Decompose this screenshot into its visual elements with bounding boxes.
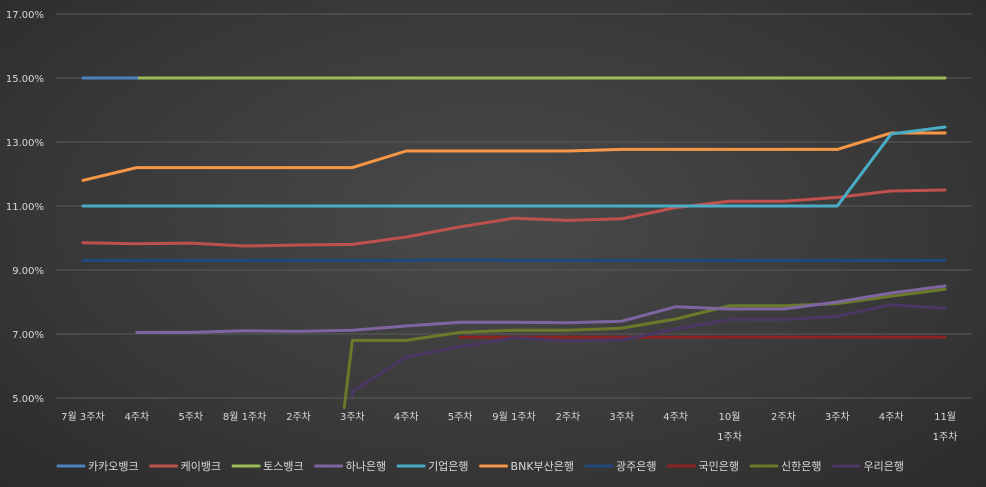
x-tick-label: 2주차 [286, 411, 311, 423]
series-line-segment [342, 338, 354, 410]
series-line [81, 131, 947, 182]
x-tick-label: 3주차 [340, 411, 365, 423]
y-tick-label: 17.00% [6, 10, 44, 21]
legend-item: 케이뱅크 [149, 460, 221, 473]
series-line [350, 303, 947, 394]
x-tick-label: 4주차 [663, 411, 688, 423]
series-line [81, 188, 947, 248]
series-line [81, 258, 947, 262]
x-tick-label: 7월 3주차 [61, 411, 105, 423]
legend-label: 케이뱅크 [181, 460, 221, 473]
legend-item: 카카오뱅크 [56, 460, 139, 473]
legend-item: 신한은행 [749, 460, 821, 473]
legend-label: 신한은행 [781, 460, 821, 473]
x-tick-label: 4주차 [394, 411, 419, 423]
x-tick-label: 4주차 [879, 411, 904, 423]
y-axis: 5.00% 7.00% 9.00% 11.00% 13.00% 15.00% 17.00% [6, 10, 44, 405]
x-axis: 7월 3주차 4주차 5주차 8월 1주차 2주차 3주차 4주차 5주차 9월 1주차 2주차 3… [61, 411, 957, 443]
x-tick-label: 2주차 [555, 411, 580, 423]
y-tick-label: 11.00% [6, 202, 44, 213]
legend-label: 토스뱅크 [263, 460, 303, 473]
y-tick-label: 7.00% [12, 330, 44, 341]
legend-item: BNK부산은행 [479, 460, 574, 473]
x-tick-label: 3주차 [825, 411, 850, 423]
legend-item: 토스뱅크 [231, 460, 304, 473]
x-tick-label: 5주차 [448, 411, 473, 423]
legend-item: 광주은행 [584, 460, 657, 473]
series-line [350, 287, 947, 342]
x-tick-label: 11월 1주차 [933, 411, 958, 443]
legend-item: 국민은행 [667, 460, 739, 473]
legend-item: 우리은행 [831, 460, 904, 473]
y-tick-label: 5.00% [12, 394, 44, 405]
y-tick-label: 9.00% [12, 266, 44, 277]
legend-item: 기업은행 [396, 460, 469, 473]
legend-label: 기업은행 [428, 460, 468, 473]
legend-label: 하나은행 [346, 459, 386, 473]
series-lines [81, 76, 947, 410]
y-tick-label: 13.00% [6, 138, 44, 149]
legend-label: 우리은행 [863, 460, 903, 473]
x-tick-label: 8월 1주차 [223, 411, 267, 423]
x-tick-label: 10월 1주차 [717, 411, 742, 443]
legend-label: 광주은행 [616, 460, 656, 473]
x-tick-label: 3주차 [609, 411, 634, 423]
legend-item: 하나은행 [314, 459, 386, 473]
x-tick-label: 4주차 [124, 411, 149, 423]
series-line [81, 125, 947, 208]
y-tick-label: 15.00% [6, 74, 44, 85]
x-tick-label: 5주차 [178, 411, 203, 423]
x-tick-label: 9월 1주차 [492, 411, 536, 423]
legend-label: 국민은행 [699, 460, 739, 473]
legend: 카카오뱅크 케이뱅크 토스뱅크 하나은행 기업은행 BNK부산은행 광주은행 국민은행 신한은행… [56, 459, 904, 473]
x-tick-label: 2주차 [771, 411, 796, 423]
series-line [135, 284, 947, 334]
legend-label: BNK부산은행 [511, 460, 574, 473]
legend-label: 카카오뱅크 [88, 460, 139, 473]
